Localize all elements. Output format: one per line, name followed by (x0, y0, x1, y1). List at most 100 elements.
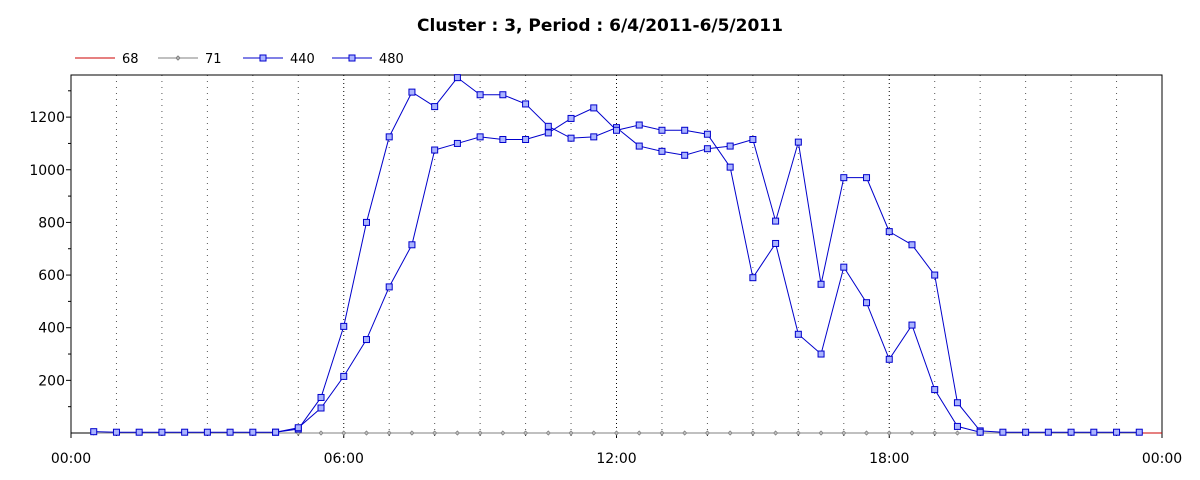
data-point-480 (272, 428, 280, 436)
data-point-71 (932, 430, 938, 436)
x-tick-label: 06:00 (324, 451, 364, 467)
data-point-480 (658, 126, 666, 134)
data-point-440 (317, 393, 325, 401)
series-layer (90, 74, 1162, 436)
data-point-440 (408, 88, 416, 96)
data-point-71 (318, 430, 324, 436)
data-point-440 (931, 271, 939, 279)
data-point-440 (362, 218, 370, 226)
data-point-71 (886, 430, 892, 436)
data-point-440 (135, 428, 143, 436)
data-point-480 (499, 135, 507, 143)
y-tick-label: 600 (38, 268, 65, 284)
data-point-480 (613, 126, 620, 134)
data-point-71 (613, 430, 620, 436)
data-point-480 (681, 126, 689, 134)
data-point-71 (863, 430, 870, 436)
data-point-440 (1067, 428, 1075, 436)
data-point-440 (681, 151, 689, 159)
data-point-440 (431, 103, 439, 111)
data-point-440 (158, 428, 166, 436)
data-point-440 (749, 135, 757, 143)
y-tick-label: 1200 (29, 110, 65, 126)
data-point-480 (703, 130, 711, 138)
data-point-440 (226, 428, 234, 436)
data-point-71 (818, 430, 824, 436)
data-point-440 (476, 91, 484, 99)
data-point-480 (840, 263, 848, 271)
data-point-440 (249, 428, 257, 436)
data-point-71 (773, 430, 779, 436)
data-point-440 (726, 142, 734, 150)
data-point-440 (181, 428, 189, 436)
legend-label-71: 71 (205, 52, 222, 67)
data-point-480 (317, 404, 325, 412)
data-point-71 (795, 430, 801, 436)
legend-label-440: 440 (290, 52, 315, 67)
series-line-480 (275, 107, 981, 433)
data-point-71 (477, 430, 483, 436)
data-point-440 (522, 100, 530, 108)
data-point-440 (385, 133, 393, 141)
x-tick-label: 00:00 (1142, 451, 1182, 467)
y-tick-label: 400 (38, 321, 65, 337)
data-point-440 (112, 428, 120, 436)
data-point-480 (976, 428, 984, 436)
data-point-480 (476, 133, 484, 141)
data-point-440 (703, 145, 711, 153)
data-point-440 (999, 428, 1007, 436)
data-point-480 (794, 330, 802, 338)
data-point-480 (453, 139, 461, 147)
data-point-440 (794, 138, 802, 146)
data-point-480 (385, 283, 393, 291)
data-point-480 (431, 146, 439, 154)
data-point-480 (362, 336, 370, 344)
x-tick-label: 18:00 (869, 451, 909, 467)
data-point-480 (408, 241, 416, 249)
data-point-480 (953, 422, 961, 430)
legend-label-480: 480 (379, 52, 404, 67)
data-point-440 (953, 399, 961, 407)
data-point-440 (90, 428, 98, 436)
data-point-480 (908, 321, 916, 329)
data-point-440 (340, 322, 348, 330)
legend-label-68: 68 (122, 52, 139, 67)
data-point-440 (1135, 428, 1143, 436)
data-point-440 (840, 174, 848, 182)
data-point-71 (432, 430, 438, 436)
data-point-440 (1090, 428, 1098, 436)
data-point-71 (454, 430, 460, 436)
data-point-440 (567, 134, 575, 142)
data-point-71 (636, 430, 642, 436)
data-point-440 (863, 174, 871, 182)
data-point-440 (1044, 428, 1052, 436)
data-point-480 (635, 121, 643, 129)
data-point-440 (908, 241, 916, 249)
data-point-71 (523, 430, 529, 436)
legend-marker-71 (175, 55, 181, 61)
data-point-71 (568, 430, 574, 436)
data-point-440 (499, 91, 507, 99)
data-point-480 (340, 372, 348, 380)
data-point-480 (294, 424, 302, 432)
legend: 68 71 440 480 (75, 52, 404, 67)
data-point-71 (750, 430, 756, 436)
data-point-71 (363, 430, 370, 436)
data-point-71 (591, 430, 597, 436)
data-point-480 (885, 355, 893, 363)
legend-marker-480 (348, 54, 356, 62)
data-point-71 (545, 430, 551, 436)
y-tick-label: 200 (38, 373, 65, 389)
data-point-440 (658, 147, 666, 155)
data-point-480 (567, 114, 575, 122)
y-tick-label: 800 (38, 215, 65, 231)
data-point-71 (682, 430, 688, 436)
data-point-71 (409, 430, 415, 436)
legend-marker-440 (259, 54, 267, 62)
data-point-71 (727, 430, 733, 436)
data-point-440 (1113, 428, 1121, 436)
y-tick-label: 1000 (29, 163, 65, 179)
data-point-71 (500, 430, 506, 436)
data-point-440 (544, 122, 552, 130)
